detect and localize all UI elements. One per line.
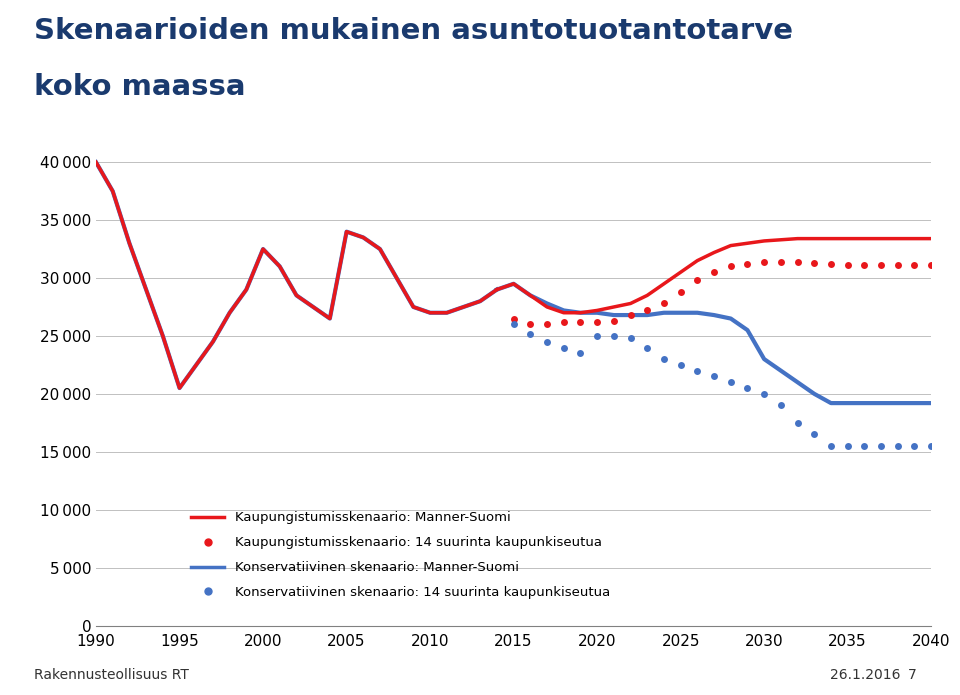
Text: 26.1.2016: 26.1.2016	[830, 669, 900, 682]
Legend: Kaupungistumisskenaario: Manner-Suomi, Kaupungistumisskenaario: 14 suurinta kaup: Kaupungistumisskenaario: Manner-Suomi, K…	[186, 506, 615, 605]
Text: Skenaarioiden mukainen asuntotuotantotarve: Skenaarioiden mukainen asuntotuotantotar…	[34, 17, 793, 45]
Text: koko maassa: koko maassa	[34, 73, 245, 101]
Text: 7: 7	[908, 669, 917, 682]
Text: Rakennusteollisuus RT: Rakennusteollisuus RT	[34, 669, 188, 682]
